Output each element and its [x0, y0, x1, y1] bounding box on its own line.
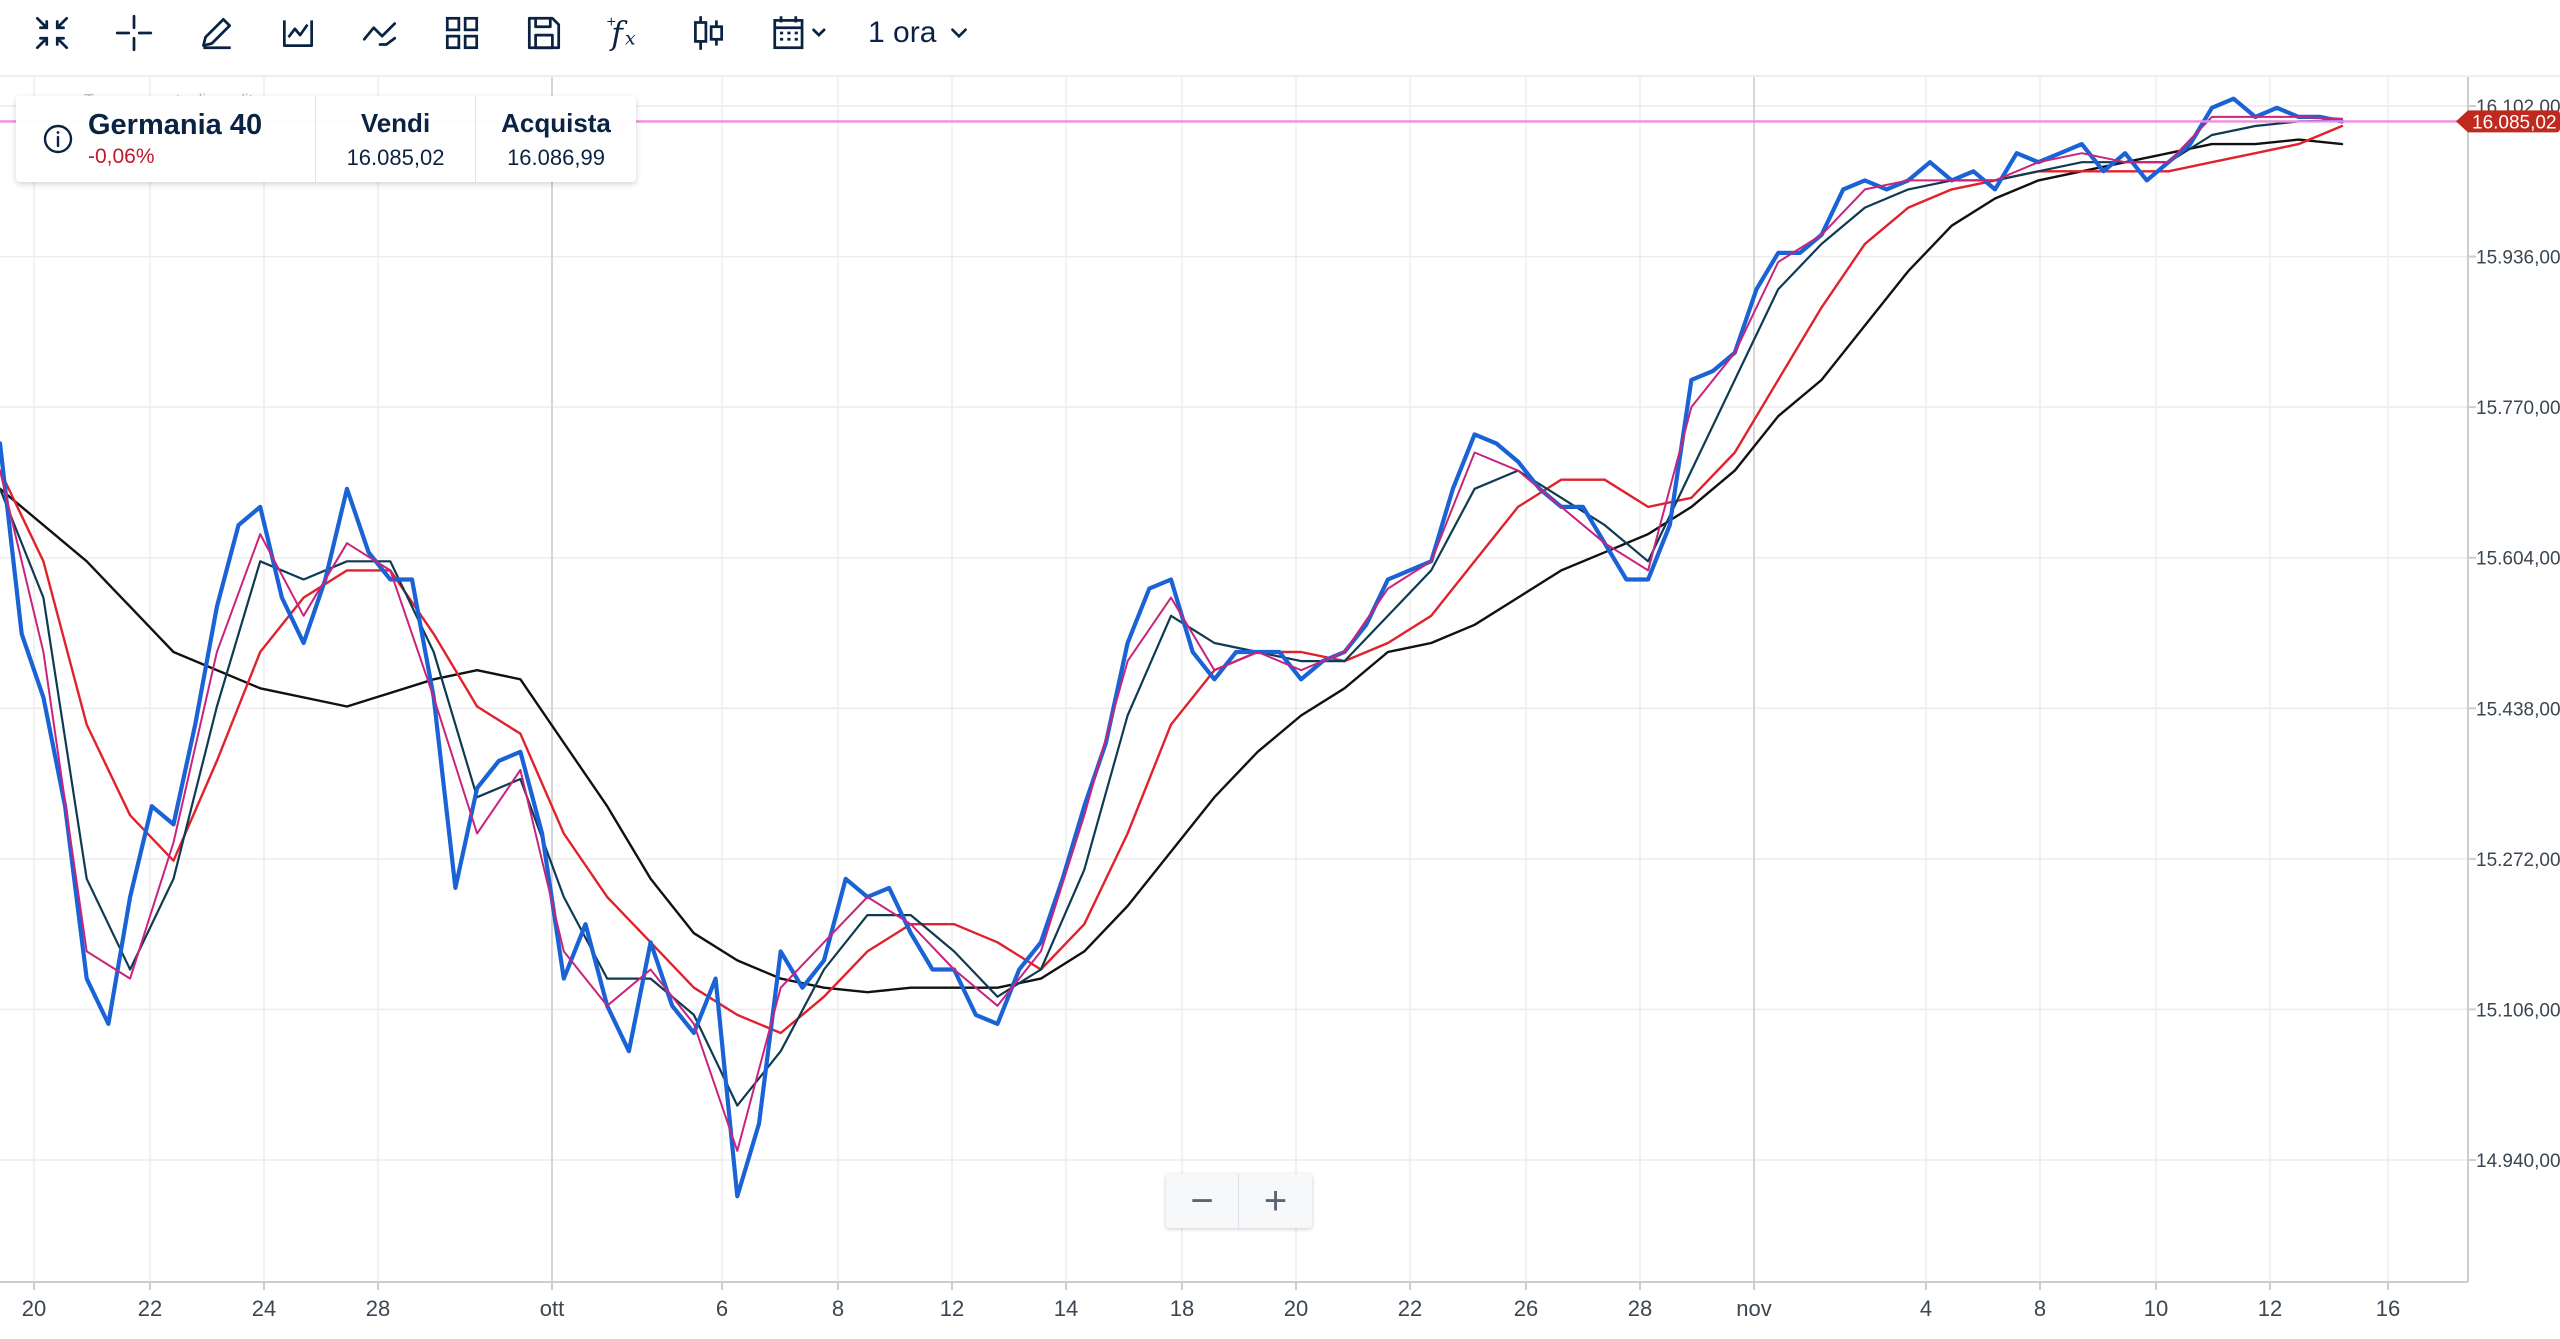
x-tick-label: 6 — [716, 1296, 728, 1321]
x-tick-label: 26 — [1514, 1296, 1538, 1321]
series-line-price — [0, 96, 2345, 1199]
crosshair-icon[interactable] — [110, 9, 158, 57]
y-tick-label: 15.438,00 — [2476, 699, 2560, 720]
info-icon[interactable] — [42, 123, 74, 155]
x-tick-label: nov — [1736, 1296, 1771, 1321]
buy-label: Acquista — [501, 107, 611, 138]
y-tick-label: 15.936,00 — [2476, 248, 2560, 269]
pencil-icon[interactable] — [192, 9, 240, 57]
svg-text:+: + — [606, 14, 617, 29]
series-line-ma_long — [0, 138, 2344, 994]
x-tick-label: 22 — [138, 1296, 162, 1321]
x-tick-label: 28 — [1628, 1296, 1652, 1321]
layout-grid-icon[interactable] — [438, 9, 486, 57]
timeframe-selector[interactable]: 1 ora — [868, 16, 970, 50]
chart-toolbar: f x + 1 ora — [0, 0, 2560, 66]
y-tick-label: 15.770,00 — [2476, 398, 2560, 419]
instrument-change: -0,06% — [88, 145, 155, 168]
fx-icon[interactable]: f x + — [602, 9, 650, 57]
x-axis: 20 22 24 28 ott 6 8 12 14 18 20 22 26 28 nov 4 8 10 12 16 — [22, 1282, 2400, 1321]
timeframe-label: 1 ora — [868, 16, 937, 49]
instrument-panel: Germania 40 -0,06% Vendi 16.085,02 Acqui… — [16, 96, 636, 182]
y-tick-label: 15.106,00 — [2476, 1000, 2560, 1021]
chevron-down-icon — [951, 28, 968, 39]
x-tick-label: 14 — [1054, 1296, 1078, 1321]
chart-series — [0, 96, 2345, 1199]
y-tick-label: 15.604,00 — [2476, 549, 2560, 570]
zoom-out-button[interactable]: − — [1166, 1174, 1239, 1228]
zoom-control: − + — [1166, 1174, 1312, 1228]
y-tick-label: 14.940,00 — [2476, 1151, 2560, 1172]
x-tick-label: 4 — [1920, 1296, 1932, 1321]
save-icon[interactable] — [520, 9, 568, 57]
x-tick-label: 12 — [2258, 1296, 2282, 1321]
current-price-label: 16.085,02 — [2472, 112, 2557, 133]
x-tick-label: 8 — [2034, 1296, 2046, 1321]
collapse-icon[interactable] — [28, 9, 76, 57]
x-tick-label: 8 — [832, 1296, 844, 1321]
calendar-icon[interactable] — [766, 9, 836, 57]
series-line-ma_fast — [0, 115, 2343, 1152]
x-tick-label: 20 — [1284, 1296, 1308, 1321]
x-tick-label: 20 — [22, 1296, 46, 1321]
chart-grid — [0, 76, 2468, 1282]
x-tick-label: 28 — [366, 1296, 390, 1321]
x-tick-label: 22 — [1398, 1296, 1422, 1321]
x-tick-label: 12 — [940, 1296, 964, 1321]
x-tick-label: 16 — [2376, 1296, 2400, 1321]
y-axis: 16.102,0015.936,0015.770,0015.604,0015.4… — [2468, 97, 2560, 1172]
instrument-name: Germania 40 — [88, 109, 263, 141]
chart-type-icon[interactable] — [274, 9, 322, 57]
current-price-tag — [2456, 110, 2560, 133]
sell-price: 16.085,02 — [346, 144, 445, 170]
sell-button[interactable]: Vendi 16.085,02 — [316, 96, 476, 182]
buy-price: 16.086,99 — [507, 144, 605, 170]
chart-frame — [0, 75, 2560, 1283]
x-tick-label: 18 — [1170, 1296, 1194, 1321]
svg-text:x: x — [625, 28, 636, 50]
y-tick-label: 15.272,00 — [2476, 850, 2560, 871]
instrument-summary[interactable]: Germania 40 -0,06% — [16, 96, 316, 182]
series-line-ma_mid — [0, 119, 2344, 1107]
candles-icon[interactable] — [684, 9, 732, 57]
x-tick-label: 24 — [252, 1296, 276, 1321]
buy-button[interactable]: Acquista 16.086,99 — [476, 96, 636, 182]
x-tick-label: ott — [540, 1296, 564, 1321]
indicator-trend-icon[interactable] — [356, 9, 404, 57]
price-chart[interactable]: 16.102,0015.936,0015.770,0015.604,0015.4… — [0, 66, 2560, 1339]
x-tick-label: 10 — [2144, 1296, 2168, 1321]
zoom-in-button[interactable]: + — [1263, 1178, 1288, 1223]
sell-label: Vendi — [360, 107, 431, 138]
